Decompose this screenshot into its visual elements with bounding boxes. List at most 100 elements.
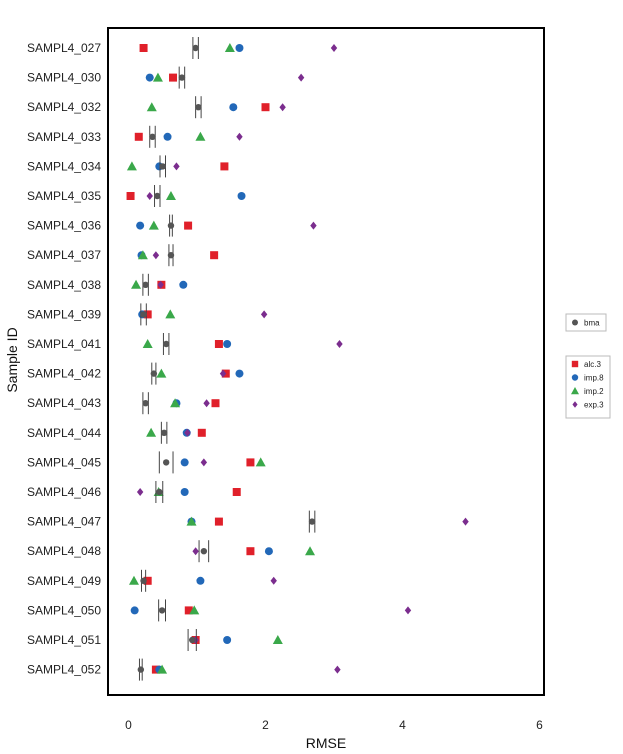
point-imp-2 xyxy=(148,220,159,230)
point-imp-8 xyxy=(223,340,232,348)
point-bma xyxy=(156,488,163,496)
point-bma xyxy=(189,636,196,644)
point-exp-3 xyxy=(152,251,160,260)
point-imp-2 xyxy=(152,72,163,82)
point-bma xyxy=(178,74,186,81)
legend-label-exp-3: exp.3 xyxy=(584,401,604,410)
y-tick-label: SAMPL4_032 xyxy=(27,100,101,114)
legend-marker-imp-8 xyxy=(571,374,579,381)
y-tick-label: SAMPL4_042 xyxy=(27,367,101,381)
y-axis-tick-labels: SAMPL4_027 SAMPL4_030 SAMPL4_032 SAMPL4_033… xyxy=(27,41,101,677)
legend-bma-box xyxy=(565,313,607,332)
point-bma xyxy=(150,370,158,377)
point-imp-8 xyxy=(180,458,189,467)
point-exp-3 xyxy=(200,458,208,467)
y-tick-label: SAMPL4_036 xyxy=(27,219,101,233)
point-imp-2 xyxy=(142,339,153,348)
y-tick-label: SAMPL4_039 xyxy=(27,307,101,321)
point-imp-2 xyxy=(305,546,316,556)
point-exp-3 xyxy=(334,665,341,674)
point-bma xyxy=(162,340,170,348)
point-bma xyxy=(192,44,199,52)
point-bma xyxy=(154,192,161,200)
point-bma xyxy=(158,607,166,614)
point-exp-3 xyxy=(297,73,305,82)
point-exp-3 xyxy=(203,399,210,408)
y-tick-label: SAMPL4_041 xyxy=(27,337,101,351)
point-imp-8 xyxy=(223,636,232,644)
point-exp-3 xyxy=(192,547,199,556)
point-imp-2 xyxy=(156,368,167,378)
point-imp-2 xyxy=(131,279,142,289)
point-bma xyxy=(140,577,147,584)
point-alc-3 xyxy=(143,310,152,319)
y-tick-label: SAMPL4_046 xyxy=(27,485,101,499)
point-exp-3 xyxy=(136,488,144,496)
point-alc-3 xyxy=(246,547,255,556)
point-bma xyxy=(200,548,208,555)
point-imp-8 xyxy=(145,73,154,82)
point-imp-2 xyxy=(189,605,200,615)
point-imp-2 xyxy=(195,131,206,141)
legend-marker-exp-3 xyxy=(572,401,578,408)
y-tick-label: SAMPL4_034 xyxy=(27,159,101,173)
point-alc-3 xyxy=(246,458,255,467)
point-alc-3 xyxy=(139,44,148,52)
point-bma xyxy=(142,281,149,288)
y-tick-label: SAMPL4_049 xyxy=(27,574,101,588)
point-bma xyxy=(162,459,170,466)
y-tick-label: SAMPL4_044 xyxy=(27,426,101,440)
x-tick-label: 6 xyxy=(536,718,543,732)
point-imp-2 xyxy=(157,664,168,674)
point-imp-8 xyxy=(264,547,273,556)
point-bma xyxy=(167,222,175,229)
point-exp-3 xyxy=(330,44,338,52)
legend-label-imp-2: imp.2 xyxy=(584,387,604,396)
point-bma xyxy=(140,311,147,318)
point-imp-2 xyxy=(126,161,137,171)
plot-layer xyxy=(126,37,469,681)
point-alc-3 xyxy=(214,517,223,526)
point-bma xyxy=(137,666,145,673)
point-exp-3 xyxy=(310,221,317,230)
point-exp-3 xyxy=(173,162,180,171)
point-alc-3 xyxy=(169,73,178,82)
point-bma xyxy=(195,104,202,111)
point-imp-8 xyxy=(136,221,145,230)
x-tick-label: 0 xyxy=(125,718,132,732)
y-tick-label: SAMPL4_043 xyxy=(27,396,101,410)
point-bma xyxy=(159,163,166,170)
x-axis-tick-labels: 0 2 4 6 xyxy=(125,718,543,732)
point-imp-2 xyxy=(146,427,157,437)
legend-series: alc.3 imp.8 imp.2 exp.3 xyxy=(565,355,611,419)
x-axis-title: RMSE xyxy=(306,735,346,751)
point-imp-8 xyxy=(237,192,246,200)
legend-bma: bma xyxy=(565,313,607,332)
point-imp-8 xyxy=(235,369,244,378)
y-tick-label: SAMPL4_050 xyxy=(27,603,101,617)
point-imp-8 xyxy=(196,576,205,585)
point-alc-3 xyxy=(126,192,135,200)
point-alc-3 xyxy=(210,251,219,260)
point-bma xyxy=(142,400,149,407)
plot-frame xyxy=(107,27,545,696)
y-tick-label: SAMPL4_035 xyxy=(27,189,101,203)
point-imp-2 xyxy=(272,635,283,644)
legend-label-alc-3: alc.3 xyxy=(584,360,601,369)
point-imp-8 xyxy=(179,280,188,289)
y-tick-label: SAMPL4_030 xyxy=(27,71,101,85)
point-imp-8 xyxy=(235,44,244,52)
x-tick-label: 2 xyxy=(262,718,269,732)
point-imp-2 xyxy=(128,575,139,585)
point-alc-3 xyxy=(184,606,193,615)
point-imp-2 xyxy=(137,250,148,260)
y-tick-label: SAMPL4_047 xyxy=(27,515,101,529)
point-exp-3 xyxy=(146,192,153,200)
point-bma xyxy=(308,518,316,525)
point-exp-3 xyxy=(184,428,191,437)
point-exp-3 xyxy=(236,132,243,141)
point-exp-3 xyxy=(157,280,164,289)
y-axis-title: Sample ID xyxy=(4,327,20,392)
point-exp-3 xyxy=(336,340,343,348)
